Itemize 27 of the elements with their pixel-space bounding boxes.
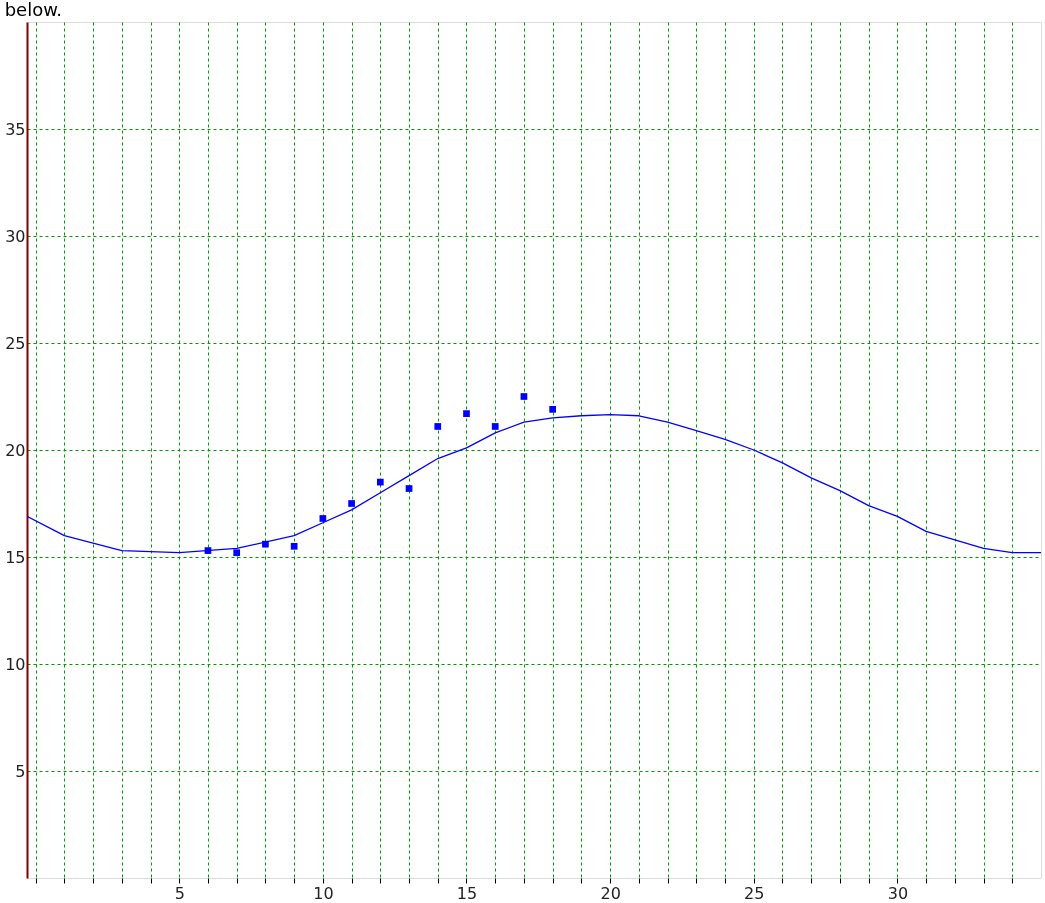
y-tick-label: 30 [5,226,26,246]
x-tick-label: 5 [174,883,185,903]
x-tick-label: 30 [887,883,909,903]
point [319,515,327,522]
point [549,405,557,413]
point [405,485,413,492]
point [233,549,241,557]
x-tick-label: 25 [744,883,765,903]
x-tick-label: 20 [600,883,621,903]
y-tick-label: 10 [5,654,26,674]
point [290,542,298,550]
y-tick-label: 20 [5,440,26,460]
point [348,500,355,507]
point [262,540,269,548]
point [463,410,470,417]
point [204,547,212,554]
y-tick-label: 25 [5,333,26,353]
x-tick-label: 10 [313,883,334,903]
point [434,423,442,430]
point [520,393,528,400]
point [491,423,499,430]
x-tick-label: 15 [456,883,478,903]
y-tick-label: 35 [5,119,26,139]
point [376,478,384,486]
y-tick-label: 15 [5,547,26,567]
text: below. [4,0,62,20]
y-tick-label: 5 [15,761,26,781]
